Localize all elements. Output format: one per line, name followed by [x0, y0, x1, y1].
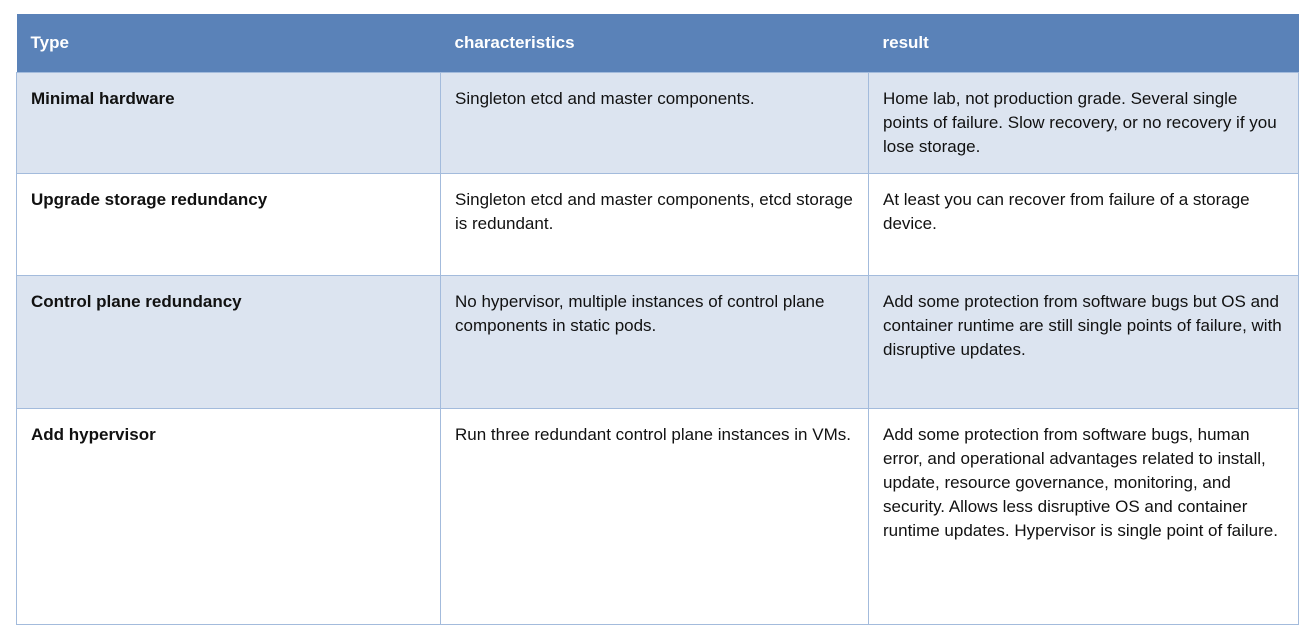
cell-result: Add some protection from software bugs, …: [868, 408, 1299, 625]
table-row: Add hypervisor Run three redundant contr…: [16, 408, 1299, 625]
cell-type: Control plane redundancy: [16, 275, 441, 409]
cell-type: Upgrade storage redundancy: [16, 173, 441, 276]
header-characteristics: characteristics: [440, 14, 869, 73]
table-row: Control plane redundancy No hypervisor, …: [16, 275, 1299, 409]
cell-result: At least you can recover from failure of…: [868, 173, 1299, 276]
table-row: Minimal hardware Singleton etcd and mast…: [16, 72, 1299, 174]
cell-result: Home lab, not production grade. Several …: [868, 72, 1299, 174]
cell-characteristics: Singleton etcd and master components, et…: [440, 173, 869, 276]
cell-characteristics: Run three redundant control plane instan…: [440, 408, 869, 625]
header-type: Type: [16, 14, 441, 73]
cell-type: Minimal hardware: [16, 72, 441, 174]
cell-characteristics: Singleton etcd and master components.: [440, 72, 869, 174]
cell-characteristics: No hypervisor, multiple instances of con…: [440, 275, 869, 409]
header-result: result: [868, 14, 1299, 73]
redundancy-table: Type characteristics result Minimal hard…: [16, 14, 1299, 625]
table-header-row: Type characteristics result: [16, 14, 1299, 73]
cell-result: Add some protection from software bugs b…: [868, 275, 1299, 409]
cell-type: Add hypervisor: [16, 408, 441, 625]
table-row: Upgrade storage redundancy Singleton etc…: [16, 173, 1299, 276]
